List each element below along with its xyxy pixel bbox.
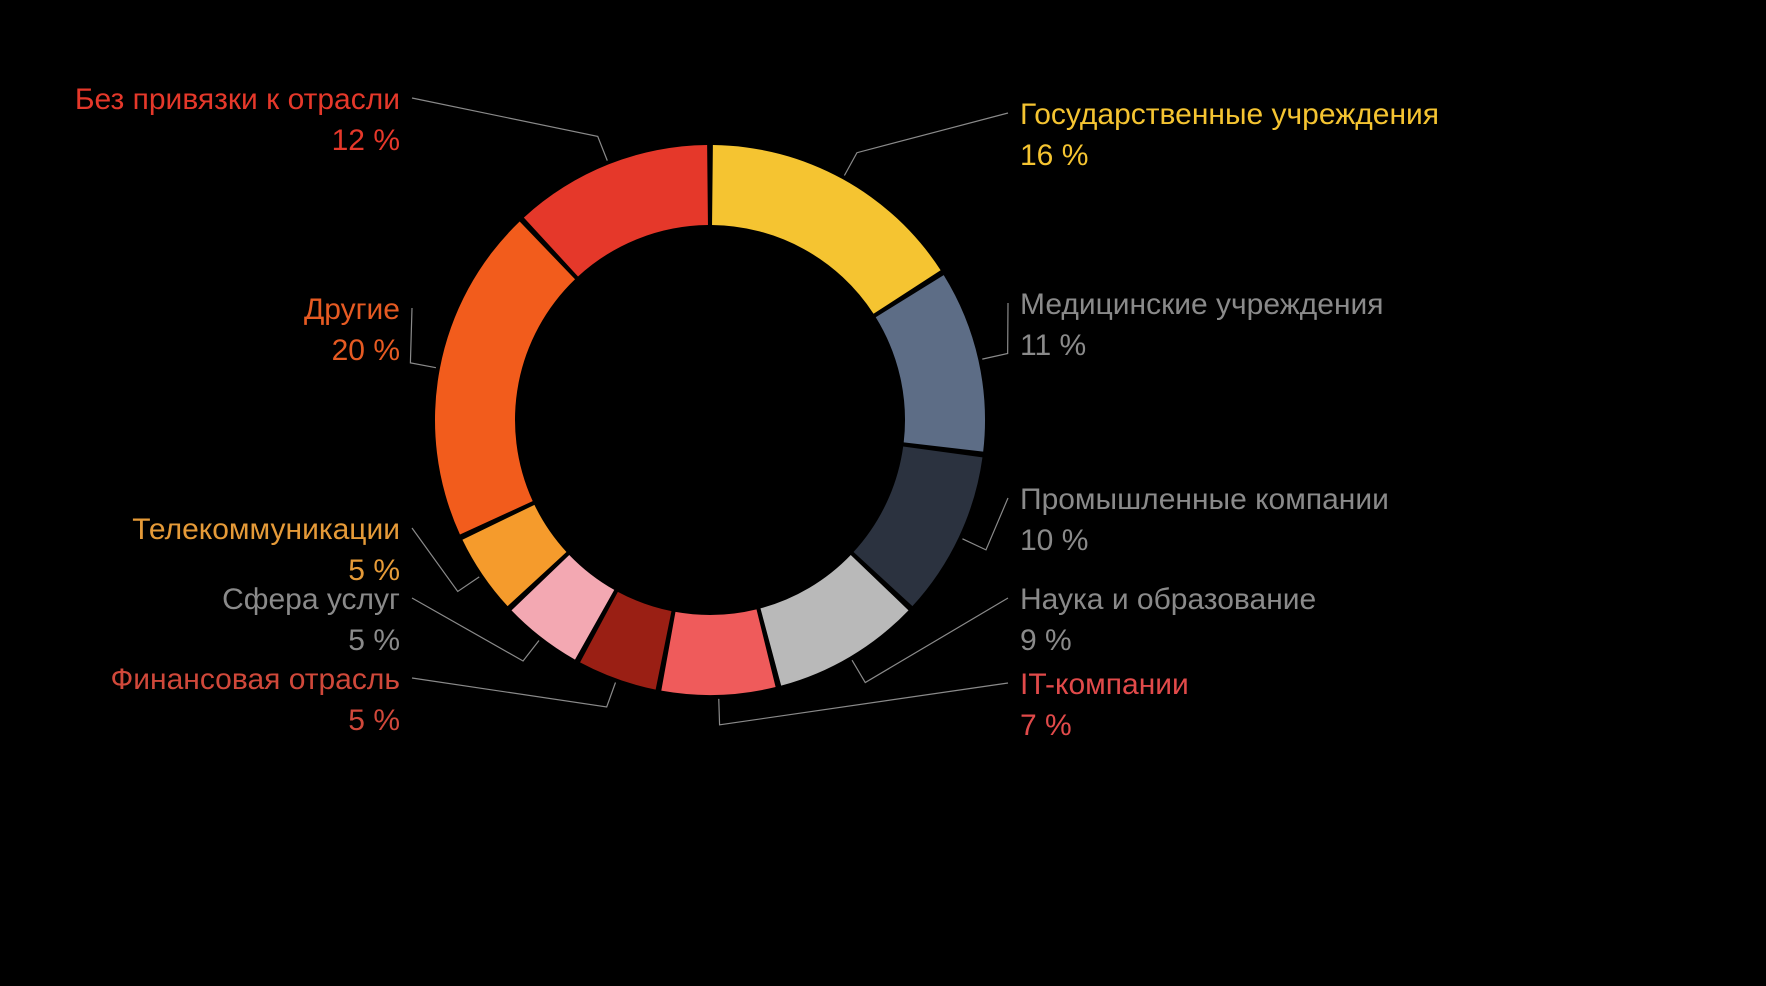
label-pct-sci: 9 % [1020, 621, 1316, 662]
label-name-ind: Промышленные компании [1020, 480, 1389, 521]
label-pct-fin: 5 % [110, 701, 400, 742]
label-name-fin: Финансовая отрасль [110, 660, 400, 701]
label-name-other: Другие [304, 290, 400, 331]
label-pct-gov: 16 % [1020, 136, 1439, 177]
label-name-none: Без привязки к отрасли [75, 80, 400, 121]
leader-gov [844, 113, 1008, 176]
label-name-med: Медицинские учреждения [1020, 285, 1384, 326]
label-none: Без привязки к отрасли12 % [75, 80, 400, 161]
label-name-gov: Государственные учреждения [1020, 95, 1439, 136]
label-ind: Промышленные компании10 % [1020, 480, 1389, 561]
label-pct-other: 20 % [304, 331, 400, 372]
label-med: Медицинские учреждения11 % [1020, 285, 1384, 366]
leader-other [410, 308, 436, 368]
label-name-sci: Наука и образование [1020, 580, 1316, 621]
label-serv: Сфера услуг5 % [222, 580, 400, 661]
leader-fin [412, 678, 615, 707]
label-telco: Телекоммуникации5 % [132, 510, 400, 591]
label-it: IT-компании7 % [1020, 665, 1189, 746]
donut-chart: Государственные учреждения16 % Медицински… [0, 0, 1766, 986]
slice-it [661, 609, 775, 695]
label-gov: Государственные учреждения16 % [1020, 95, 1439, 176]
label-pct-ind: 10 % [1020, 521, 1389, 562]
label-name-telco: Телекоммуникации [132, 510, 400, 551]
label-fin: Финансовая отрасль5 % [110, 660, 400, 741]
leader-none [412, 98, 607, 161]
label-pct-serv: 5 % [222, 621, 400, 662]
label-other: Другие20 % [304, 290, 400, 371]
label-pct-none: 12 % [75, 121, 400, 162]
label-name-it: IT-компании [1020, 665, 1189, 706]
slice-gov [712, 145, 941, 314]
label-pct-med: 11 % [1020, 326, 1384, 367]
leader-med [982, 303, 1008, 359]
label-pct-telco: 5 % [132, 551, 400, 592]
label-pct-it: 7 % [1020, 706, 1189, 747]
slice-other [435, 222, 575, 535]
label-sci: Наука и образование9 % [1020, 580, 1316, 661]
